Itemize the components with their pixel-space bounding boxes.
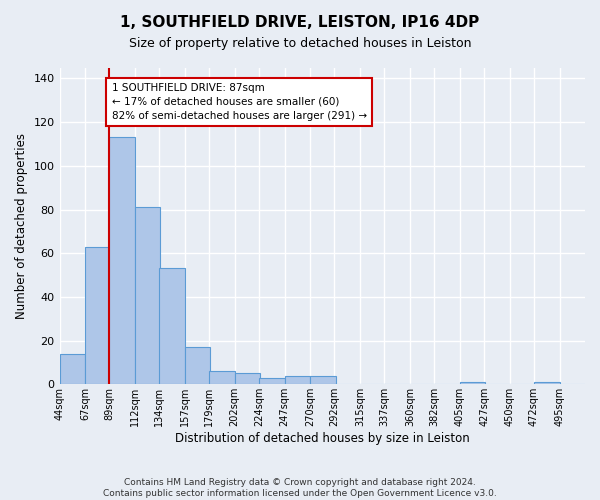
Bar xyxy=(310,376,335,384)
Bar xyxy=(235,374,260,384)
Bar xyxy=(185,347,211,385)
X-axis label: Distribution of detached houses by size in Leiston: Distribution of detached houses by size … xyxy=(175,432,470,445)
Text: Contains HM Land Registry data © Crown copyright and database right 2024.
Contai: Contains HM Land Registry data © Crown c… xyxy=(103,478,497,498)
Bar xyxy=(460,382,485,384)
Text: 1, SOUTHFIELD DRIVE, LEISTON, IP16 4DP: 1, SOUTHFIELD DRIVE, LEISTON, IP16 4DP xyxy=(121,15,479,30)
Text: 1 SOUTHFIELD DRIVE: 87sqm
← 17% of detached houses are smaller (60)
82% of semi-: 1 SOUTHFIELD DRIVE: 87sqm ← 17% of detac… xyxy=(112,83,367,121)
Bar xyxy=(209,371,235,384)
Bar xyxy=(135,208,160,384)
Bar xyxy=(59,354,85,384)
Bar xyxy=(109,138,135,384)
Bar xyxy=(160,268,185,384)
Bar xyxy=(259,378,284,384)
Text: Size of property relative to detached houses in Leiston: Size of property relative to detached ho… xyxy=(129,38,471,51)
Y-axis label: Number of detached properties: Number of detached properties xyxy=(15,133,28,319)
Bar xyxy=(534,382,560,384)
Bar xyxy=(284,376,310,384)
Bar xyxy=(85,246,110,384)
